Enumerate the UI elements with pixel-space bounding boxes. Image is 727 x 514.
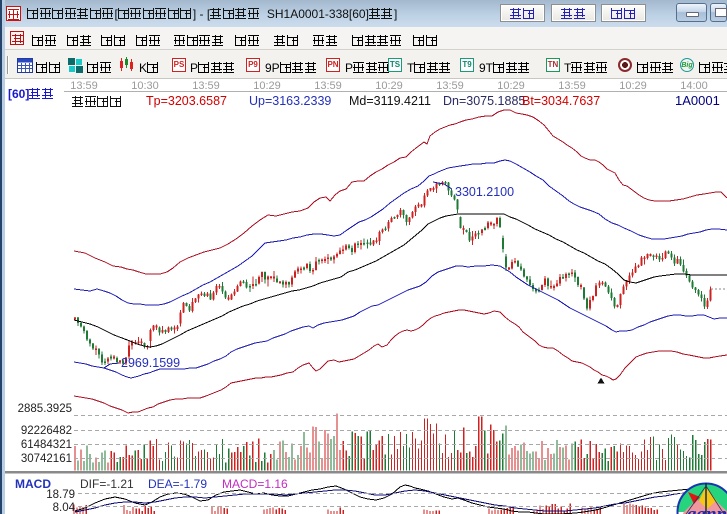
- svg-text:13:59: 13:59: [192, 80, 220, 92]
- svg-text:10:29: 10:29: [497, 80, 525, 92]
- svg-text:92226482: 92226482: [21, 425, 72, 437]
- svg-text:13:59: 13:59: [314, 80, 342, 92]
- svg-text:Up=3163.2339: Up=3163.2339: [249, 94, 331, 108]
- svg-text:10:30: 10:30: [131, 80, 159, 92]
- svg-text:2969.1599: 2969.1599: [121, 356, 180, 370]
- svg-text:MACD=1.16: MACD=1.16: [222, 477, 288, 491]
- svg-text:Md=3119.4211: Md=3119.4211: [349, 94, 431, 108]
- svg-text:10:29: 10:29: [375, 80, 403, 92]
- svg-text:13:59: 13:59: [436, 80, 464, 92]
- svg-text:DEA=-1.79: DEA=-1.79: [148, 477, 207, 491]
- svg-text:Tp=3203.6587: Tp=3203.6587: [146, 94, 227, 108]
- svg-text:14:00: 14:00: [680, 80, 708, 92]
- svg-text:3301.2100: 3301.2100: [455, 185, 514, 199]
- svg-text:13:59: 13:59: [70, 80, 98, 92]
- svg-text:10:29: 10:29: [253, 80, 281, 92]
- svg-text:1A0001: 1A0001: [675, 93, 720, 108]
- svg-text:2885.3925: 2885.3925: [18, 403, 72, 415]
- svg-text:8.04: 8.04: [53, 502, 76, 514]
- svg-text:61484321: 61484321: [21, 439, 72, 451]
- svg-text:gann: gann: [686, 504, 727, 514]
- svg-text:13:59: 13:59: [558, 80, 586, 92]
- svg-text:30742161: 30742161: [21, 453, 72, 465]
- svg-text:Bt=3034.7637: Bt=3034.7637: [522, 94, 600, 108]
- svg-text:18.79: 18.79: [46, 489, 75, 501]
- svg-text:DIF=-1.21: DIF=-1.21: [80, 477, 134, 491]
- svg-text:10:29: 10:29: [619, 80, 647, 92]
- svg-text:Dn=3075.1885: Dn=3075.1885: [443, 94, 525, 108]
